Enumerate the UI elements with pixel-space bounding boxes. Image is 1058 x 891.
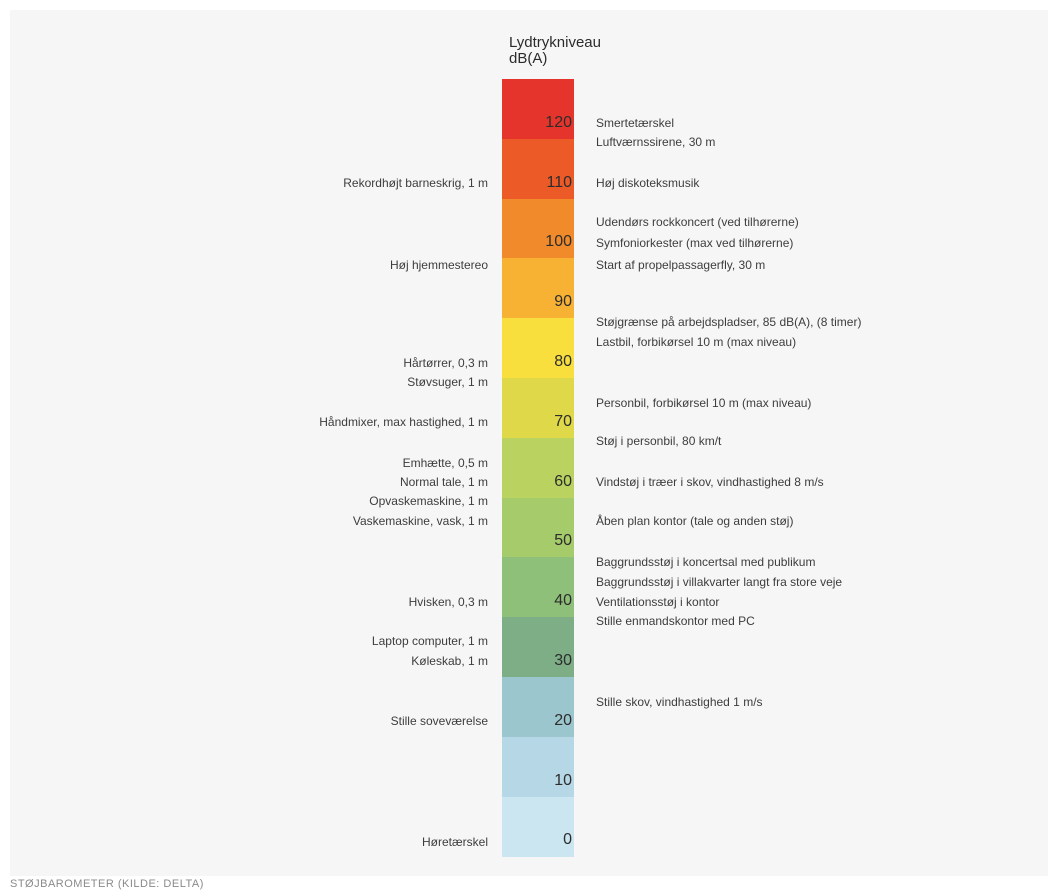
left-label: Høretærskel [421, 835, 488, 849]
scale-value: 50 [554, 532, 572, 550]
right-label: Smertetærskel [596, 116, 675, 130]
header-title: Lydtrykniveau [509, 34, 601, 51]
right-label: Vindstøj i træer i skov, vindhastighed 8… [596, 475, 824, 489]
header-unit: dB(A) [509, 50, 548, 67]
scale-value: 40 [554, 592, 572, 610]
left-label: Hårtørrer, 0,3 m [403, 356, 488, 370]
left-label: Hvisken, 0,3 m [408, 595, 488, 609]
scale-value: 100 [545, 233, 572, 251]
scale-value: 120 [545, 113, 572, 131]
left-label: Opvaskemaskine, 1 m [369, 494, 488, 508]
scale-segment [502, 138, 574, 200]
right-label: Symfoniorkester (max ved tilhørerne) [596, 236, 794, 250]
left-label: Emhætte, 0,5 m [402, 456, 488, 470]
right-label: Stille enmandskontor med PC [596, 614, 755, 628]
left-label: Stille soveværelse [390, 714, 488, 728]
right-label: Udendørs rockkoncert (ved tilhørerne) [596, 215, 799, 229]
scale-segment [502, 318, 574, 379]
right-label: Personbil, forbikørsel 10 m (max niveau) [596, 396, 812, 410]
scale-value: 0 [563, 831, 572, 849]
right-label: Stille skov, vindhastighed 1 m/s [596, 695, 763, 709]
right-label: Høj diskoteksmusik [596, 176, 700, 190]
left-label: Rekordhøjt barneskrig, 1 m [343, 176, 488, 190]
right-label: Ventilationsstøj i kontor [596, 595, 720, 609]
left-label: Høj hjemmestereo [389, 258, 488, 272]
scale-value: 110 [546, 173, 572, 191]
scale-value: 60 [554, 472, 572, 490]
scale-value: 30 [554, 652, 572, 669]
left-label: Køleskab, 1 m [411, 654, 488, 668]
scale-value: 20 [554, 711, 572, 729]
scale-segment [502, 796, 574, 857]
scale-segment [502, 736, 574, 798]
right-label: Lastbil, forbikørsel 10 m (max niveau) [596, 335, 797, 349]
right-label: Åben plan kontor (tale og anden støj) [596, 514, 794, 528]
scale-value: 10 [554, 771, 572, 789]
right-label: Start af propelpassagerfly, 30 m [596, 258, 766, 272]
right-label: Støj i personbil, 80 km/t [596, 434, 722, 448]
scale-value: 70 [554, 412, 572, 430]
scale-segment [502, 617, 574, 678]
scale-segment [502, 557, 574, 618]
scale-segment [502, 378, 574, 439]
scale-segment [502, 437, 574, 499]
right-label: Baggrundsstøj i koncertsal med publikum [596, 555, 816, 569]
scale-segment [502, 258, 574, 319]
left-label: Laptop computer, 1 m [371, 634, 488, 648]
right-label: Luftværnssirene, 30 m [596, 135, 716, 149]
right-label: Baggrundsstøj i villakvarter langt fra s… [596, 575, 843, 589]
caption: STØJBAROMETER (KILDE: DELTA) [10, 878, 204, 890]
scale-segment [502, 677, 574, 738]
scale-header: Lydtrykniveau dB(A) [509, 35, 601, 67]
left-label: Håndmixer, max hastighed, 1 m [319, 415, 488, 429]
scale-segment [502, 497, 574, 558]
right-label: Støjgrænse på arbejdspladser, 85 dB(A), … [596, 315, 862, 329]
left-label: Vaskemaskine, vask, 1 m [352, 514, 488, 528]
scale-value: 80 [554, 353, 572, 370]
scale-value: 90 [554, 293, 572, 311]
scale-segment [502, 198, 574, 259]
scale-segment [502, 79, 574, 140]
left-label: Støvsuger, 1 m [407, 375, 488, 389]
left-label: Normal tale, 1 m [399, 475, 488, 489]
